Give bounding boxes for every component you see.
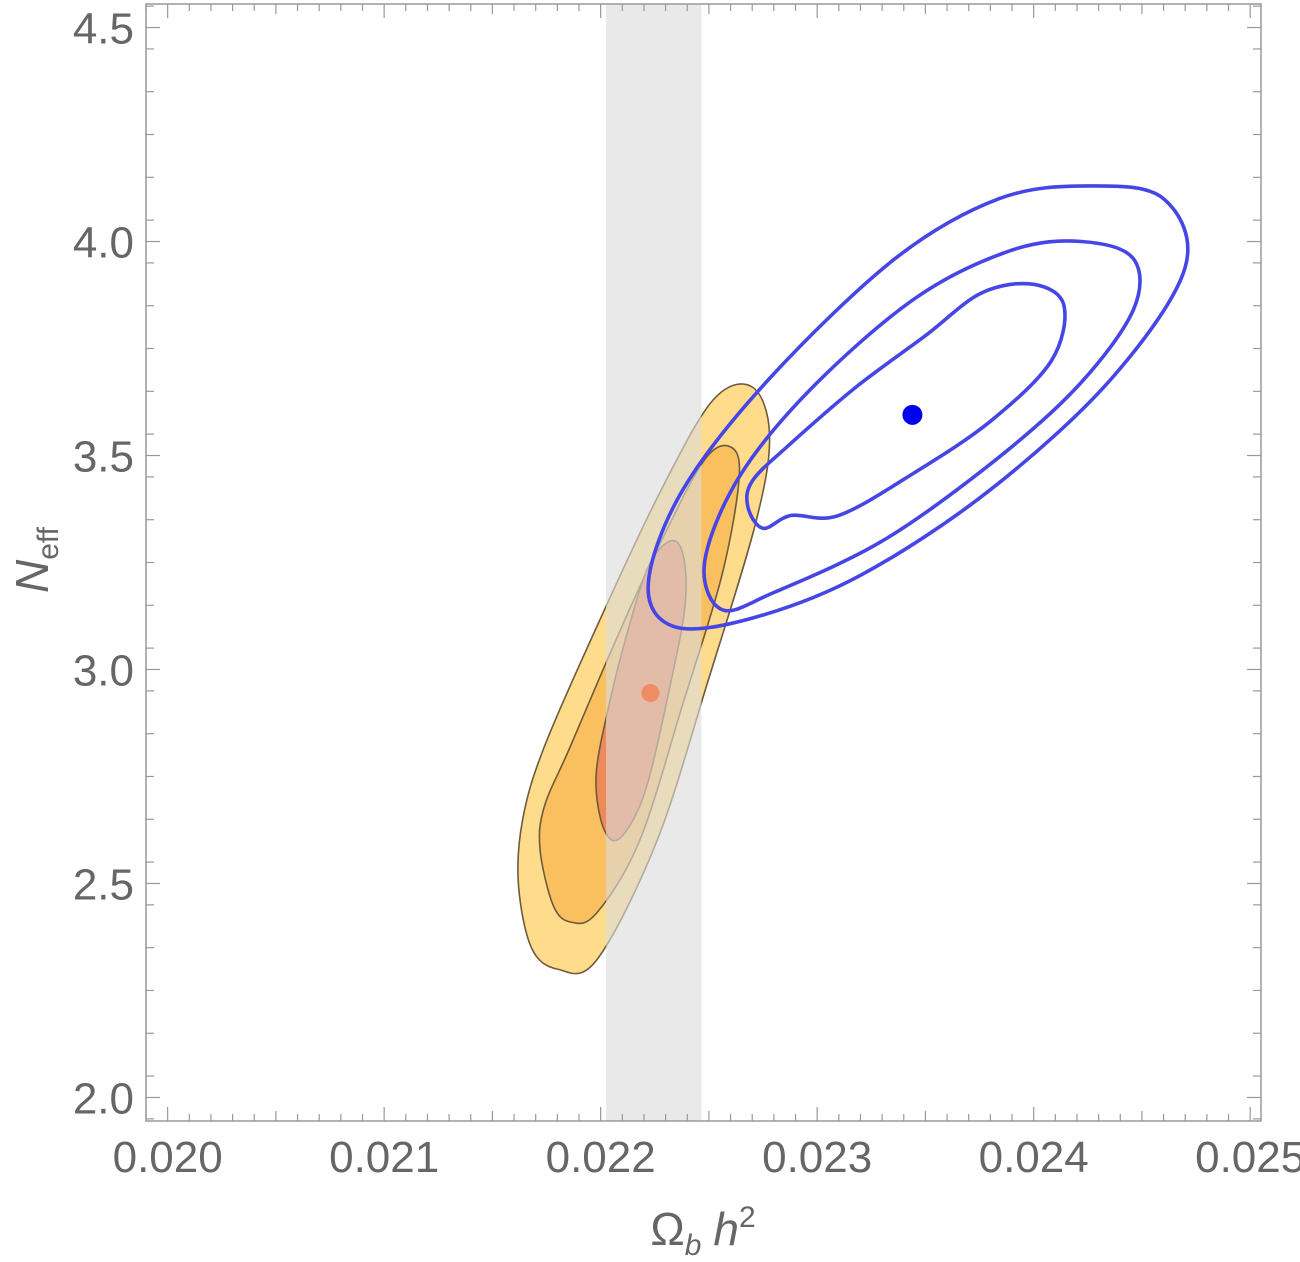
x-axis-title: Ωb h2 [650, 1201, 755, 1262]
x-tick-label: 0.022 [546, 1133, 656, 1182]
line-contour-3sigma [646, 184, 1190, 631]
line-contour-1sigma [744, 281, 1067, 531]
x-tick-label: 0.024 [979, 1133, 1089, 1182]
y-tick-label: 3.0 [73, 646, 134, 695]
plot-layers [517, 4, 1190, 1121]
x-axis-omega: Ω [650, 1203, 684, 1255]
line-contour-2sigma [702, 239, 1142, 613]
y-axis-title: Neff [6, 526, 65, 593]
x-tick-label: 0.023 [762, 1133, 872, 1182]
y-tick-label: 4.0 [73, 219, 134, 268]
filled-best-fit-point [641, 684, 660, 703]
y-axis-n: N [6, 559, 58, 593]
x-tick-label: 0.021 [329, 1133, 439, 1182]
y-axis-n-sub: eff [32, 526, 65, 559]
line-best-fit-point [902, 404, 923, 425]
y-tick-label: 4.5 [73, 5, 134, 54]
ticks [145, 4, 1261, 1121]
x-tick-label: 0.025 [1195, 1133, 1300, 1182]
x-axis-h-sup: 2 [739, 1201, 756, 1234]
x-axis-h: h [713, 1203, 739, 1255]
y-tick-label: 3.5 [73, 433, 134, 482]
y-tick-label: 2.0 [73, 1074, 134, 1123]
tick-labels: 0.020 0.021 0.022 0.023 0.024 0.025 2.0 2.5 3.0 3… [73, 5, 1300, 1182]
x-axis-omega-sub: b [685, 1229, 702, 1262]
y-tick-label: 2.5 [73, 860, 134, 909]
x-tick-label: 0.020 [113, 1133, 223, 1182]
